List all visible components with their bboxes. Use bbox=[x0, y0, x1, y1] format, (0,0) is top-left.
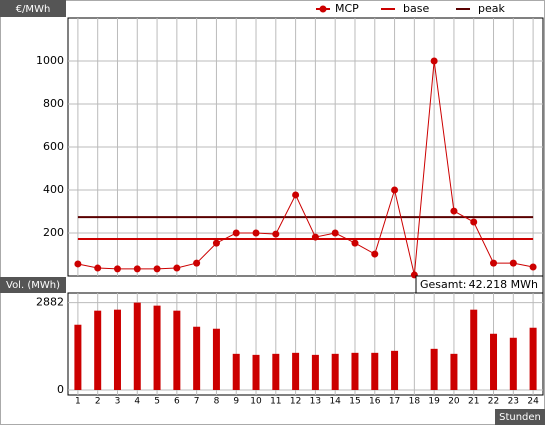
bar bbox=[509, 337, 517, 390]
data-point bbox=[252, 229, 260, 237]
data-point bbox=[272, 230, 280, 238]
bar bbox=[272, 353, 280, 390]
x-label-box bbox=[495, 409, 545, 425]
data-point bbox=[529, 263, 537, 271]
bar bbox=[470, 309, 478, 390]
x-tick-label: 22 bbox=[488, 397, 499, 407]
bar bbox=[212, 328, 220, 390]
data-point bbox=[232, 229, 240, 237]
x-tick-label: 13 bbox=[310, 397, 321, 407]
y-label-box bbox=[0, 0, 66, 17]
x-tick-label: 24 bbox=[527, 397, 539, 407]
bar bbox=[371, 352, 379, 390]
x-tick-label: 11 bbox=[270, 397, 281, 407]
data-point bbox=[490, 259, 498, 267]
x-tick-label: 19 bbox=[428, 397, 440, 407]
data-point bbox=[450, 207, 458, 215]
bar bbox=[153, 305, 161, 390]
bar bbox=[252, 354, 260, 390]
x-tick-label: 15 bbox=[349, 397, 360, 407]
data-point bbox=[193, 259, 201, 267]
legend-label: base bbox=[403, 2, 429, 15]
data-point bbox=[331, 229, 339, 237]
legend-marker bbox=[319, 5, 327, 13]
bar bbox=[430, 348, 438, 390]
x-tick-label: 18 bbox=[409, 397, 421, 407]
bar bbox=[331, 353, 339, 390]
data-point bbox=[351, 239, 359, 247]
bar bbox=[133, 302, 141, 390]
plot-area bbox=[67, 292, 544, 396]
bar bbox=[391, 350, 399, 390]
data-point bbox=[74, 260, 82, 268]
bar bbox=[94, 310, 102, 390]
data-point bbox=[430, 57, 438, 65]
data-point bbox=[212, 239, 220, 247]
y-axis-label: Vol. (MWh) bbox=[6, 280, 60, 291]
y-tick-label: 1000 bbox=[36, 54, 64, 67]
data-point bbox=[371, 250, 379, 258]
y-tick-label: 600 bbox=[43, 140, 64, 153]
data-point bbox=[94, 264, 102, 272]
x-tick-label: 20 bbox=[448, 397, 460, 407]
y-label-box bbox=[0, 277, 66, 293]
x-tick-label: 21 bbox=[468, 397, 479, 407]
data-point bbox=[509, 259, 517, 267]
data-point bbox=[113, 265, 121, 273]
bar bbox=[232, 353, 240, 390]
x-tick-label: 3 bbox=[115, 397, 121, 407]
x-tick-label: 17 bbox=[389, 397, 400, 407]
x-tick-label: 2 bbox=[95, 397, 101, 407]
x-tick-label: 5 bbox=[154, 397, 160, 407]
bar bbox=[311, 354, 319, 390]
data-point bbox=[153, 265, 161, 273]
y-tick-label: 2882 bbox=[36, 296, 64, 309]
x-tick-label: 23 bbox=[508, 397, 519, 407]
y-axis-label: €/MWh bbox=[16, 4, 51, 15]
bar bbox=[173, 310, 181, 390]
data-point bbox=[311, 233, 319, 241]
data-point bbox=[292, 191, 300, 199]
data-point bbox=[391, 186, 399, 194]
bar bbox=[74, 324, 82, 390]
annotation-label: Gesamt: bbox=[420, 278, 467, 291]
x-tick-label: 1 bbox=[75, 397, 81, 407]
bar bbox=[113, 309, 121, 390]
x-tick-label: 16 bbox=[369, 397, 381, 407]
x-tick-label: 6 bbox=[174, 397, 180, 407]
x-tick-label: 10 bbox=[250, 397, 262, 407]
y-tick-label: 400 bbox=[43, 183, 64, 196]
x-tick-label: 4 bbox=[134, 397, 140, 407]
x-tick-label: 12 bbox=[290, 397, 301, 407]
legend-label: MCP bbox=[335, 2, 359, 15]
y-tick-label: 800 bbox=[43, 97, 64, 110]
data-point bbox=[133, 265, 141, 273]
bar bbox=[292, 352, 300, 390]
legend-label: peak bbox=[478, 2, 505, 15]
data-point bbox=[173, 264, 181, 272]
bar bbox=[529, 327, 537, 390]
annotation-text: 42.218 MWh bbox=[469, 278, 538, 291]
bar bbox=[490, 333, 498, 390]
x-tick-label: 8 bbox=[214, 397, 220, 407]
bar bbox=[351, 352, 359, 390]
y-tick-label: 200 bbox=[43, 226, 64, 239]
y-tick-label: 0 bbox=[57, 383, 64, 396]
x-tick-label: 14 bbox=[329, 397, 341, 407]
x-axis-label: Stunden bbox=[499, 412, 541, 423]
x-tick-label: 9 bbox=[233, 397, 239, 407]
bar bbox=[193, 326, 201, 390]
x-tick-label: 7 bbox=[194, 397, 200, 407]
bar bbox=[450, 353, 458, 390]
data-point bbox=[470, 218, 478, 226]
